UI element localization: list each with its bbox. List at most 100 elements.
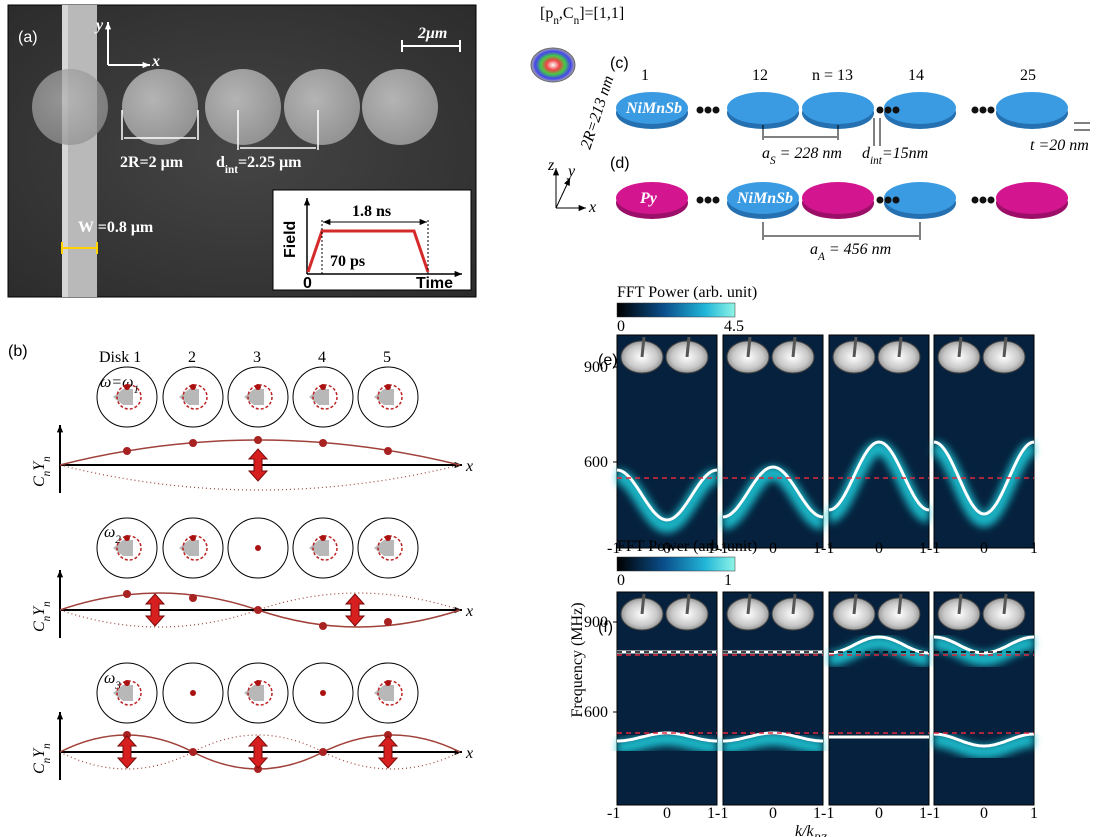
ellipsis-dot [704, 196, 712, 204]
mode-glow [723, 732, 823, 754]
disk-outline [162, 366, 224, 428]
core [190, 690, 196, 696]
nimnsb-disk [884, 92, 956, 124]
ellipsis-dot [712, 196, 720, 204]
panel-label: (f) [598, 619, 613, 636]
dimension [237, 110, 319, 150]
disk-point [254, 436, 262, 444]
disk-label: 5 [383, 349, 391, 366]
index-label: 1 [641, 67, 649, 84]
ellipsis-dot [712, 106, 720, 114]
ellipsis-dot [884, 196, 892, 204]
disk-outline [357, 366, 419, 428]
pulse-axis-head [303, 198, 311, 206]
amp-label: CnYn [31, 601, 53, 632]
dimension [121, 110, 199, 140]
x-tick-label: 0 [769, 805, 777, 822]
disk-outline [96, 366, 158, 428]
disk-point [123, 590, 131, 598]
mode-shape-mirror [59, 464, 461, 491]
colorbar-max: 4.5 [724, 318, 744, 335]
disk-point [254, 606, 262, 614]
mode-label: ω2 [104, 524, 121, 546]
vortex-core [685, 593, 691, 615]
gap-label: dint=15nm [862, 145, 928, 167]
subscript: n [574, 15, 580, 27]
gyration-arrow [244, 685, 264, 701]
gyration-arrow [179, 540, 199, 556]
vortex-core [852, 593, 858, 615]
mode-glow [722, 465, 824, 530]
amp-arrow [377, 735, 399, 769]
subscript: n [41, 470, 53, 476]
gyration-arrow [309, 540, 329, 556]
disk-label: 4 [318, 349, 326, 366]
text-part: ω [104, 670, 115, 687]
disk-point [384, 731, 392, 739]
core [320, 535, 326, 541]
axis-arrow-head [104, 22, 112, 30]
disk-outline [227, 517, 289, 579]
core [190, 535, 196, 541]
x-tick-label: 1-1 [813, 540, 834, 557]
duration-arrow-head [323, 218, 331, 226]
subscript: 2 [115, 534, 121, 546]
subscript: 1 [133, 384, 139, 396]
dimension-label: W =0.8 μm [78, 219, 154, 236]
x-tick-label: 1-1 [813, 805, 834, 822]
nimnsb-disk [802, 92, 874, 124]
disk-point [254, 765, 262, 773]
topology-icon [530, 47, 576, 83]
text-part: C [31, 621, 48, 632]
x-tick-label: 0 [663, 540, 671, 557]
disk-outline [357, 662, 419, 724]
ellipsis-dot [979, 196, 987, 204]
nimnsb-disk [727, 92, 799, 124]
colorbar-title: FFT Power (arb. unit) [617, 284, 757, 301]
index-label: n = 13 [812, 67, 853, 84]
pulse-guides [321, 220, 429, 274]
core [124, 384, 130, 390]
sem-disk [284, 69, 360, 145]
sem-disk [205, 69, 281, 145]
nimnsb-disk [996, 92, 1068, 124]
disk-point [123, 447, 131, 455]
wire-edge [62, 5, 68, 297]
x-tick-label: 1-1 [707, 805, 728, 822]
py-disk [996, 182, 1068, 214]
coord-label: z [547, 157, 555, 174]
core [385, 535, 391, 541]
colorbar [616, 302, 736, 318]
thickness-label: t =20 nm [1030, 137, 1089, 154]
mode-line [933, 440, 1035, 516]
x-tick-label: 1 [1030, 540, 1038, 557]
text-part: Y [31, 747, 48, 758]
sem-disk [362, 69, 438, 145]
vortex-core [957, 593, 963, 615]
core [255, 384, 261, 390]
pulse-label: 0 [303, 275, 312, 292]
colorbar-max: 1 [724, 572, 732, 589]
index-label: 25 [1020, 67, 1036, 84]
disk-outline [227, 662, 289, 724]
vortex-core [897, 593, 903, 615]
text-part: a [810, 241, 818, 258]
mode-glow [933, 733, 1035, 760]
subscript: int [870, 155, 883, 167]
subscript: A [817, 251, 825, 263]
vortex-core [1002, 336, 1008, 358]
disk-outline [292, 662, 354, 724]
disk-point [384, 618, 392, 626]
text-part: = 456 nm [825, 241, 891, 258]
colorbar-min: 0 [617, 572, 625, 589]
ellipsis-dot [971, 106, 979, 114]
scale-label: 2μm [417, 25, 447, 42]
gyration-arrow [244, 389, 264, 405]
y-axis-label: Frequency (MHz) [569, 602, 586, 717]
x-tick-label: 1 [1030, 805, 1038, 822]
core [124, 680, 130, 686]
y-tick-label: 900 [584, 359, 608, 376]
ellipsis-dot [979, 106, 987, 114]
pulse [306, 229, 430, 273]
